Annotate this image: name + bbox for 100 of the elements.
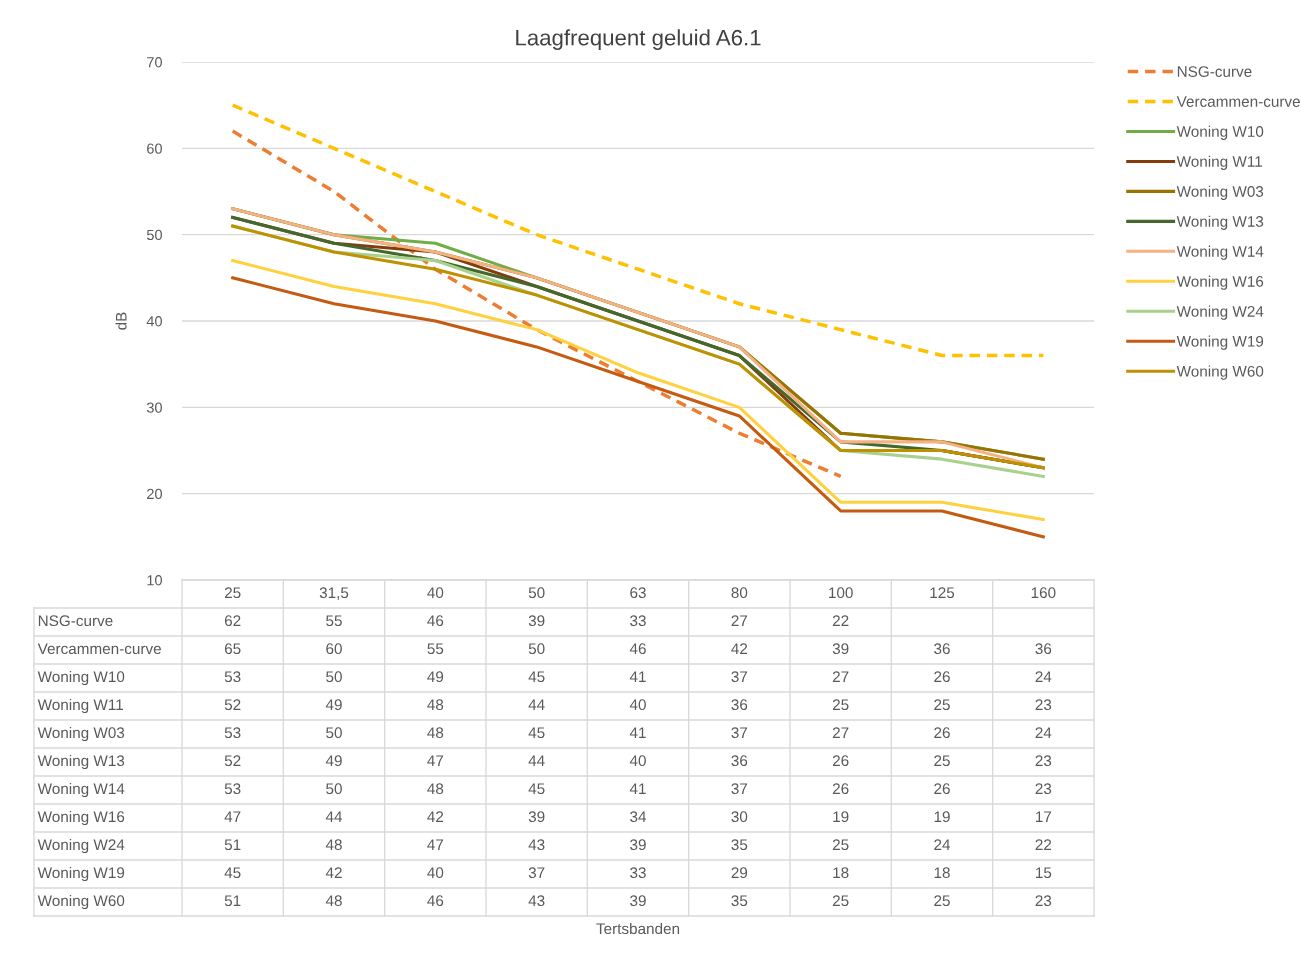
data-label: 48: [427, 783, 444, 795]
data-label: 26: [934, 671, 950, 683]
data-label: 25: [832, 895, 849, 907]
data-label: 34: [630, 811, 647, 823]
x-tick-label: 50: [528, 587, 545, 599]
data-label: 45: [528, 727, 545, 739]
x-tick-label: 160: [1031, 587, 1056, 599]
data-label: 25: [832, 699, 849, 711]
x-tick-label: 63: [630, 587, 646, 599]
data-label: 23: [1035, 755, 1052, 767]
text: NSG-curve: [38, 615, 113, 627]
x-tick-label: 40: [427, 587, 444, 599]
data-label: 22: [1035, 839, 1052, 850]
data-label: 23: [1035, 699, 1052, 711]
data-label: 23: [1035, 783, 1052, 795]
data-label: 50: [528, 643, 545, 655]
data-label: 50: [326, 671, 342, 683]
data-label: 41: [629, 671, 646, 682]
data-label: 36: [934, 643, 950, 655]
data-label: 37: [528, 867, 545, 879]
data-label: 36: [731, 755, 748, 767]
legend-label: Woning W10: [1176, 125, 1264, 140]
data-label: 43: [528, 895, 545, 907]
data-label: 39: [528, 615, 545, 627]
data-label: 26: [934, 727, 950, 739]
x-tick-label: 125: [930, 587, 955, 599]
data-label: 62: [224, 615, 241, 627]
data-label: 53: [224, 671, 241, 683]
data-label: 41: [629, 783, 646, 794]
data-label: 43: [528, 839, 545, 851]
data-label: 46: [427, 615, 444, 627]
data-label: 47: [427, 839, 444, 850]
data-label: 45: [224, 867, 241, 879]
data-label: 26: [934, 783, 950, 795]
data-label: 47: [427, 755, 444, 766]
data-label: 35: [731, 839, 748, 851]
data-label: 48: [325, 895, 342, 907]
data-label: 36: [1035, 643, 1052, 655]
data-label: 49: [325, 755, 342, 767]
legend-label: Vercammen-curve: [1176, 96, 1300, 107]
chart-title: Laagfrequent geluid A6.1: [516, 29, 761, 50]
data-label: 40: [629, 699, 646, 711]
data-label: 25: [934, 895, 950, 907]
data-label: 19: [833, 811, 849, 823]
text: Tertsbanden: [596, 922, 680, 935]
data-label: 50: [326, 727, 342, 739]
legend-label: Woning W19: [1176, 335, 1264, 350]
legend-label: Woning W13: [1176, 215, 1264, 230]
y-tick-label: 30: [146, 402, 162, 413]
text: Woning W14: [37, 782, 125, 798]
y-tick-label: 40: [146, 316, 162, 327]
legend-label: Woning W11: [1176, 155, 1262, 170]
data-label: 36: [731, 699, 748, 711]
data-label: 48: [325, 839, 342, 851]
data-label: 18: [934, 867, 950, 879]
y-tick-label: 20: [147, 488, 162, 500]
x-tick-label: 80: [731, 587, 748, 599]
data-label: 50: [326, 783, 342, 795]
text: Woning W13: [37, 754, 125, 770]
data-label: 48: [427, 727, 444, 739]
y-tick-label: 10: [147, 575, 162, 586]
data-label: 45: [528, 671, 545, 683]
data-label: 53: [224, 727, 241, 739]
data-label: 39: [832, 643, 849, 655]
data-label: 30: [731, 811, 748, 823]
data-label: 35: [731, 895, 748, 907]
data-label: 47: [224, 811, 241, 822]
data-label: 19: [934, 811, 950, 823]
text: Woning W10: [37, 670, 125, 686]
data-label: 37: [731, 671, 748, 683]
text: Woning W60: [37, 894, 125, 910]
data-label: 24: [1035, 671, 1052, 682]
data-label: 44: [528, 755, 545, 766]
data-label: 27: [832, 671, 849, 682]
data-label: 22: [832, 615, 849, 626]
data-label: 27: [731, 615, 748, 626]
data-label: 51: [224, 895, 241, 907]
data-label: 15: [1036, 867, 1052, 879]
data-label: 46: [427, 895, 444, 907]
data-label: 27: [832, 727, 849, 738]
data-label: 40: [629, 755, 646, 767]
y-tick-label: 50: [146, 229, 162, 241]
data-label: 52: [224, 699, 241, 711]
data-label: 46: [629, 643, 646, 655]
data-label: 55: [326, 615, 342, 627]
data-label: 23: [1035, 895, 1052, 907]
legend-label: NSG-curve: [1177, 66, 1252, 77]
data-label: 26: [832, 783, 849, 795]
data-label: 39: [630, 895, 646, 907]
data-label: 41: [629, 727, 646, 738]
data-label: 65: [224, 643, 241, 655]
text: Woning W16: [37, 810, 125, 826]
data-label: 33: [630, 615, 646, 627]
data-label: 42: [325, 867, 342, 878]
data-label: 26: [832, 755, 849, 767]
data-label: 29: [731, 867, 748, 879]
text: Woning W11: [37, 698, 123, 714]
data-label: 25: [934, 699, 950, 711]
data-label: 40: [427, 867, 444, 879]
legend-label: Woning W16: [1176, 275, 1264, 290]
